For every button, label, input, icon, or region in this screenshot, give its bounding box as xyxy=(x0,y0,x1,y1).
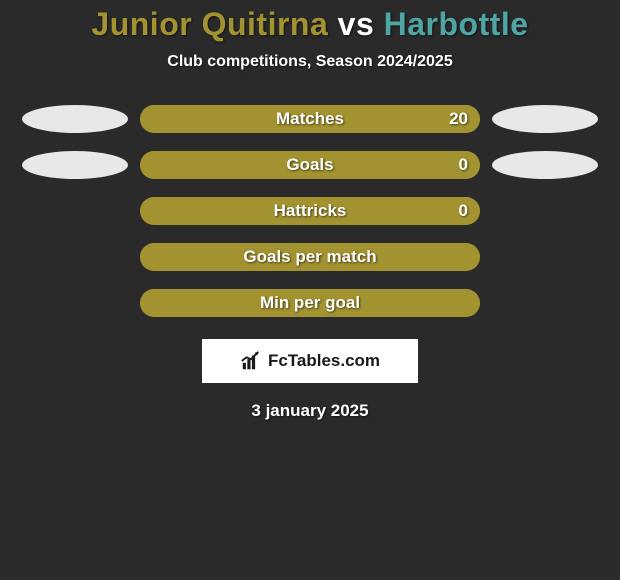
stat-bar: Min per goal xyxy=(140,289,480,317)
stat-row: Hattricks0 xyxy=(0,197,620,225)
stat-label: Goals xyxy=(140,151,480,179)
stat-value: 0 xyxy=(459,197,468,225)
left-oval xyxy=(22,105,128,133)
brand-badge: FcTables.com xyxy=(202,339,418,383)
stat-bar: Goals0 xyxy=(140,151,480,179)
date-text: 3 january 2025 xyxy=(0,401,620,421)
stat-row: Min per goal xyxy=(0,289,620,317)
stat-row: Goals per match xyxy=(0,243,620,271)
stat-row: Matches20 xyxy=(0,105,620,133)
stat-bar: Hattricks0 xyxy=(140,197,480,225)
left-oval xyxy=(22,289,128,317)
left-oval xyxy=(22,243,128,271)
stat-bar: Matches20 xyxy=(140,105,480,133)
stat-bar: Goals per match xyxy=(140,243,480,271)
stat-label: Goals per match xyxy=(140,243,480,271)
subtitle: Club competitions, Season 2024/2025 xyxy=(0,53,620,71)
stat-label: Min per goal xyxy=(140,289,480,317)
stat-label: Hattricks xyxy=(140,197,480,225)
player2-name: Harbottle xyxy=(384,6,529,42)
right-oval xyxy=(492,197,598,225)
stat-value: 20 xyxy=(449,105,468,133)
brand-chart-icon xyxy=(240,350,262,372)
stat-row: Goals0 xyxy=(0,151,620,179)
right-oval xyxy=(492,243,598,271)
brand-text: FcTables.com xyxy=(268,351,380,371)
left-oval xyxy=(22,151,128,179)
comparison-card: Junior Quitirna vs Harbottle Club compet… xyxy=(0,0,620,421)
vs-text: vs xyxy=(338,6,375,42)
stat-value: 0 xyxy=(459,151,468,179)
page-title: Junior Quitirna vs Harbottle xyxy=(0,6,620,43)
stat-label: Matches xyxy=(140,105,480,133)
right-oval xyxy=(492,289,598,317)
stat-rows: Matches20Goals0Hattricks0Goals per match… xyxy=(0,105,620,317)
right-oval xyxy=(492,105,598,133)
player1-name: Junior Quitirna xyxy=(91,6,328,42)
left-oval xyxy=(22,197,128,225)
right-oval xyxy=(492,151,598,179)
